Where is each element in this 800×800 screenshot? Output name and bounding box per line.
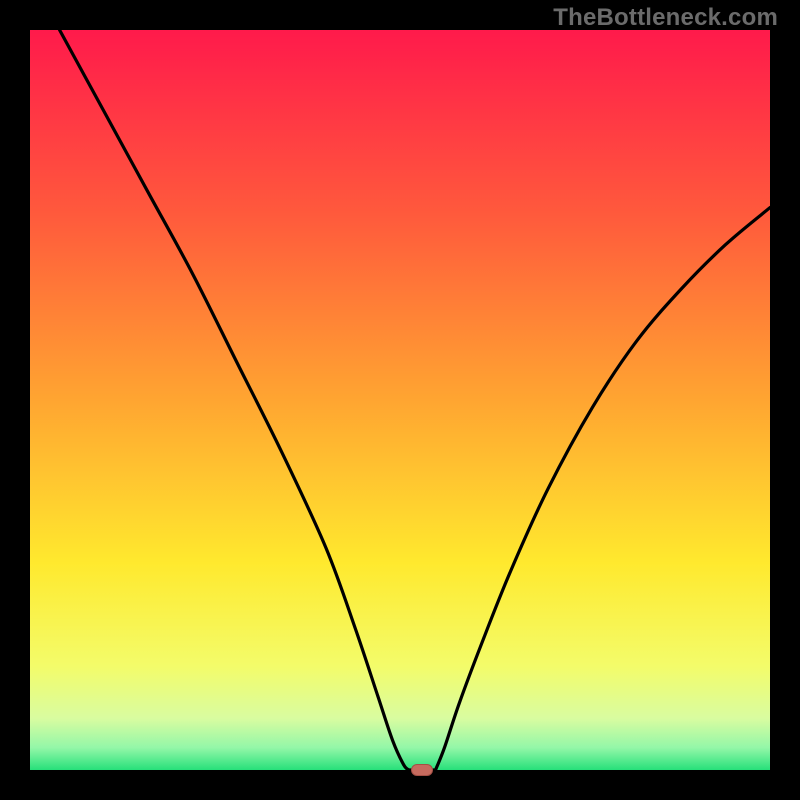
watermark-text: TheBottleneck.com xyxy=(553,4,778,32)
bottleneck-curve xyxy=(30,30,770,770)
bottleneck-marker xyxy=(411,764,433,776)
plot-area xyxy=(30,30,770,770)
frame: TheBottleneck.com xyxy=(0,0,800,800)
